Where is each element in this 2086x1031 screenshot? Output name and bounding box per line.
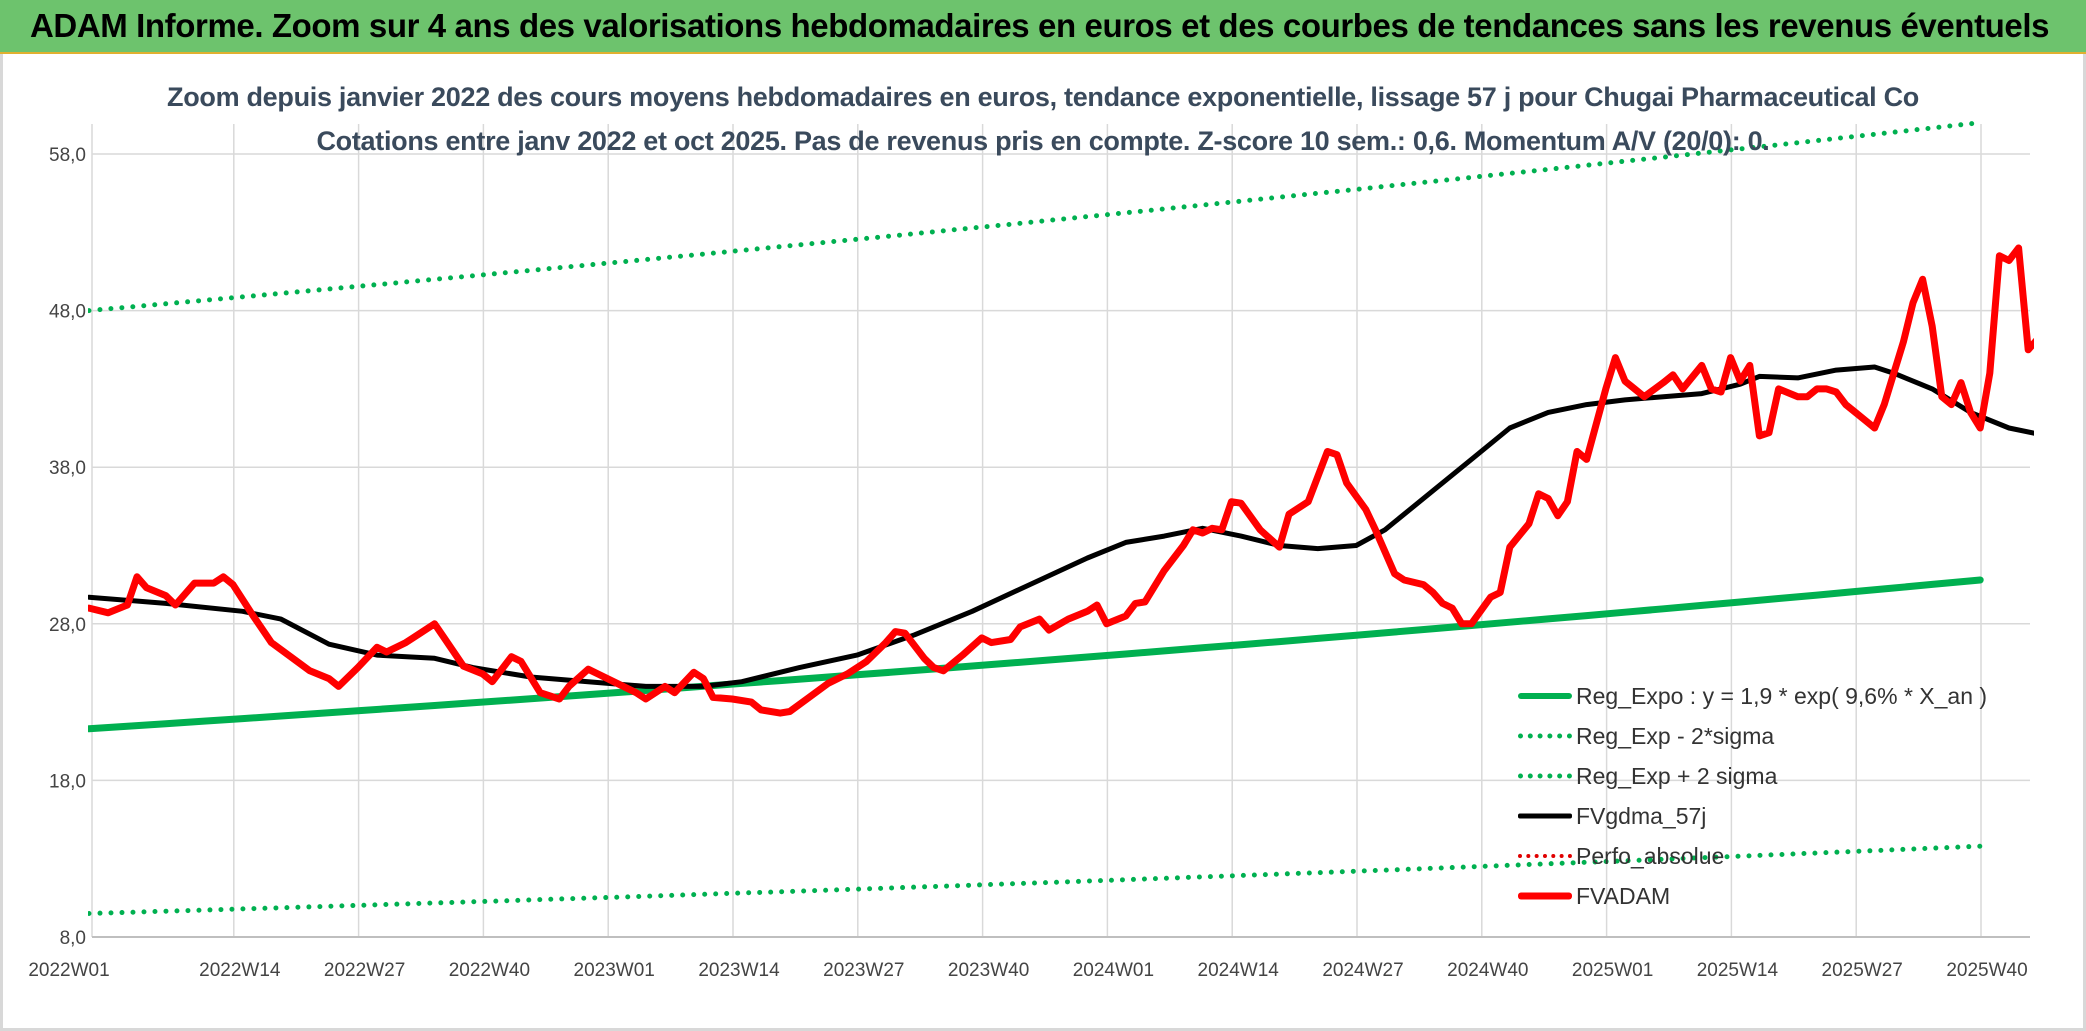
- y-tick-label: 8,0: [60, 928, 86, 949]
- legend: Reg_Expo : y = 1,9 * exp( 9,6% * X_an ) …: [1512, 676, 1987, 916]
- x-tick-label: 2022W14: [199, 960, 281, 981]
- x-tick-label: 2023W01: [574, 960, 655, 981]
- x-tick-label: 2022W40: [449, 960, 530, 981]
- legend-label-reg-exp-plus: Reg_Exp + 2 sigma: [1576, 762, 1778, 789]
- x-tick-label: 2023W40: [948, 960, 1029, 981]
- x-tick-label: 2025W27: [1822, 960, 1903, 981]
- y-tick-label: 58,0: [49, 145, 86, 166]
- chart-title-line2: Cotations entre janv 2022 et oct 2025. P…: [316, 126, 1770, 156]
- legend-swatch-fvadam: [1512, 884, 1576, 908]
- y-tick-label: 18,0: [49, 771, 86, 792]
- legend-label-perfo: Perfo_absolue: [1576, 842, 1725, 869]
- legend-swatch-perfo: [1512, 844, 1576, 868]
- x-tick-label: 2024W14: [1198, 960, 1280, 981]
- x-tick-label: 2025W40: [1946, 960, 2027, 981]
- y-tick-label: 38,0: [49, 458, 86, 479]
- x-tick-label: 2024W27: [1322, 960, 1403, 981]
- legend-item-reg-expo: Reg_Expo : y = 1,9 * exp( 9,6% * X_an ): [1512, 676, 1987, 716]
- legend-label-fvadam: FVADAM: [1576, 882, 1671, 909]
- x-tick-label: 2023W14: [698, 960, 780, 981]
- x-tick-label: 2025W01: [1572, 960, 1653, 981]
- y-tick-label: 28,0: [49, 615, 86, 636]
- legend-swatch-fvgdma: [1512, 804, 1576, 828]
- series-reg-exp-minus: [88, 843, 1983, 916]
- x-tick-label: 2022W27: [324, 960, 405, 981]
- x-tick-label: 2024W01: [1073, 960, 1154, 981]
- legend-item-fvadam: FVADAM: [1512, 876, 1987, 916]
- legend-label-reg-expo: Reg_Expo : y = 1,9 * exp( 9,6% * X_an ): [1576, 682, 1988, 709]
- chart-title-line1: Zoom depuis janvier 2022 des cours moyen…: [167, 82, 1919, 112]
- legend-item-perfo: Perfo_absolue: [1512, 836, 1987, 876]
- y-tick-label: 48,0: [49, 302, 86, 323]
- legend-item-fvgdma: FVgdma_57j: [1512, 796, 1987, 836]
- series-fvadam: [88, 244, 2034, 717]
- gridlines: [91, 124, 2030, 938]
- series-reg-expo: [88, 576, 1984, 733]
- legend-swatch-reg-expo: [1512, 684, 1576, 708]
- legend-label-reg-exp-minus: Reg_Exp - 2*sigma: [1576, 722, 1775, 749]
- series-fvgdma: [88, 364, 2034, 689]
- legend-swatch-reg-exp-minus: [1512, 724, 1576, 748]
- header-bar: ADAM Informe. Zoom sur 4 ans des valoris…: [0, 0, 2086, 54]
- x-tick-label: 2024W40: [1447, 960, 1528, 981]
- legend-item-reg-exp-plus: Reg_Exp + 2 sigma: [1512, 756, 1987, 796]
- axis-labels: 8,0 18,0 28,0 38,0 48,0 58,0 2022W01 2022W14 202…: [28, 145, 2027, 981]
- x-tick-label: 2022W01: [28, 960, 109, 981]
- series-reg-exp-plus: [88, 120, 1983, 314]
- legend-swatch-reg-exp-plus: [1512, 764, 1576, 788]
- page-title: ADAM Informe. Zoom sur 4 ans des valoris…: [30, 7, 2050, 44]
- x-tick-label: 2025W14: [1697, 960, 1779, 981]
- x-tick-label: 2023W27: [823, 960, 904, 981]
- legend-item-reg-exp-minus: Reg_Exp - 2*sigma: [1512, 716, 1987, 756]
- series-layer: [88, 120, 2034, 916]
- legend-label-fvgdma: FVgdma_57j: [1576, 802, 1707, 829]
